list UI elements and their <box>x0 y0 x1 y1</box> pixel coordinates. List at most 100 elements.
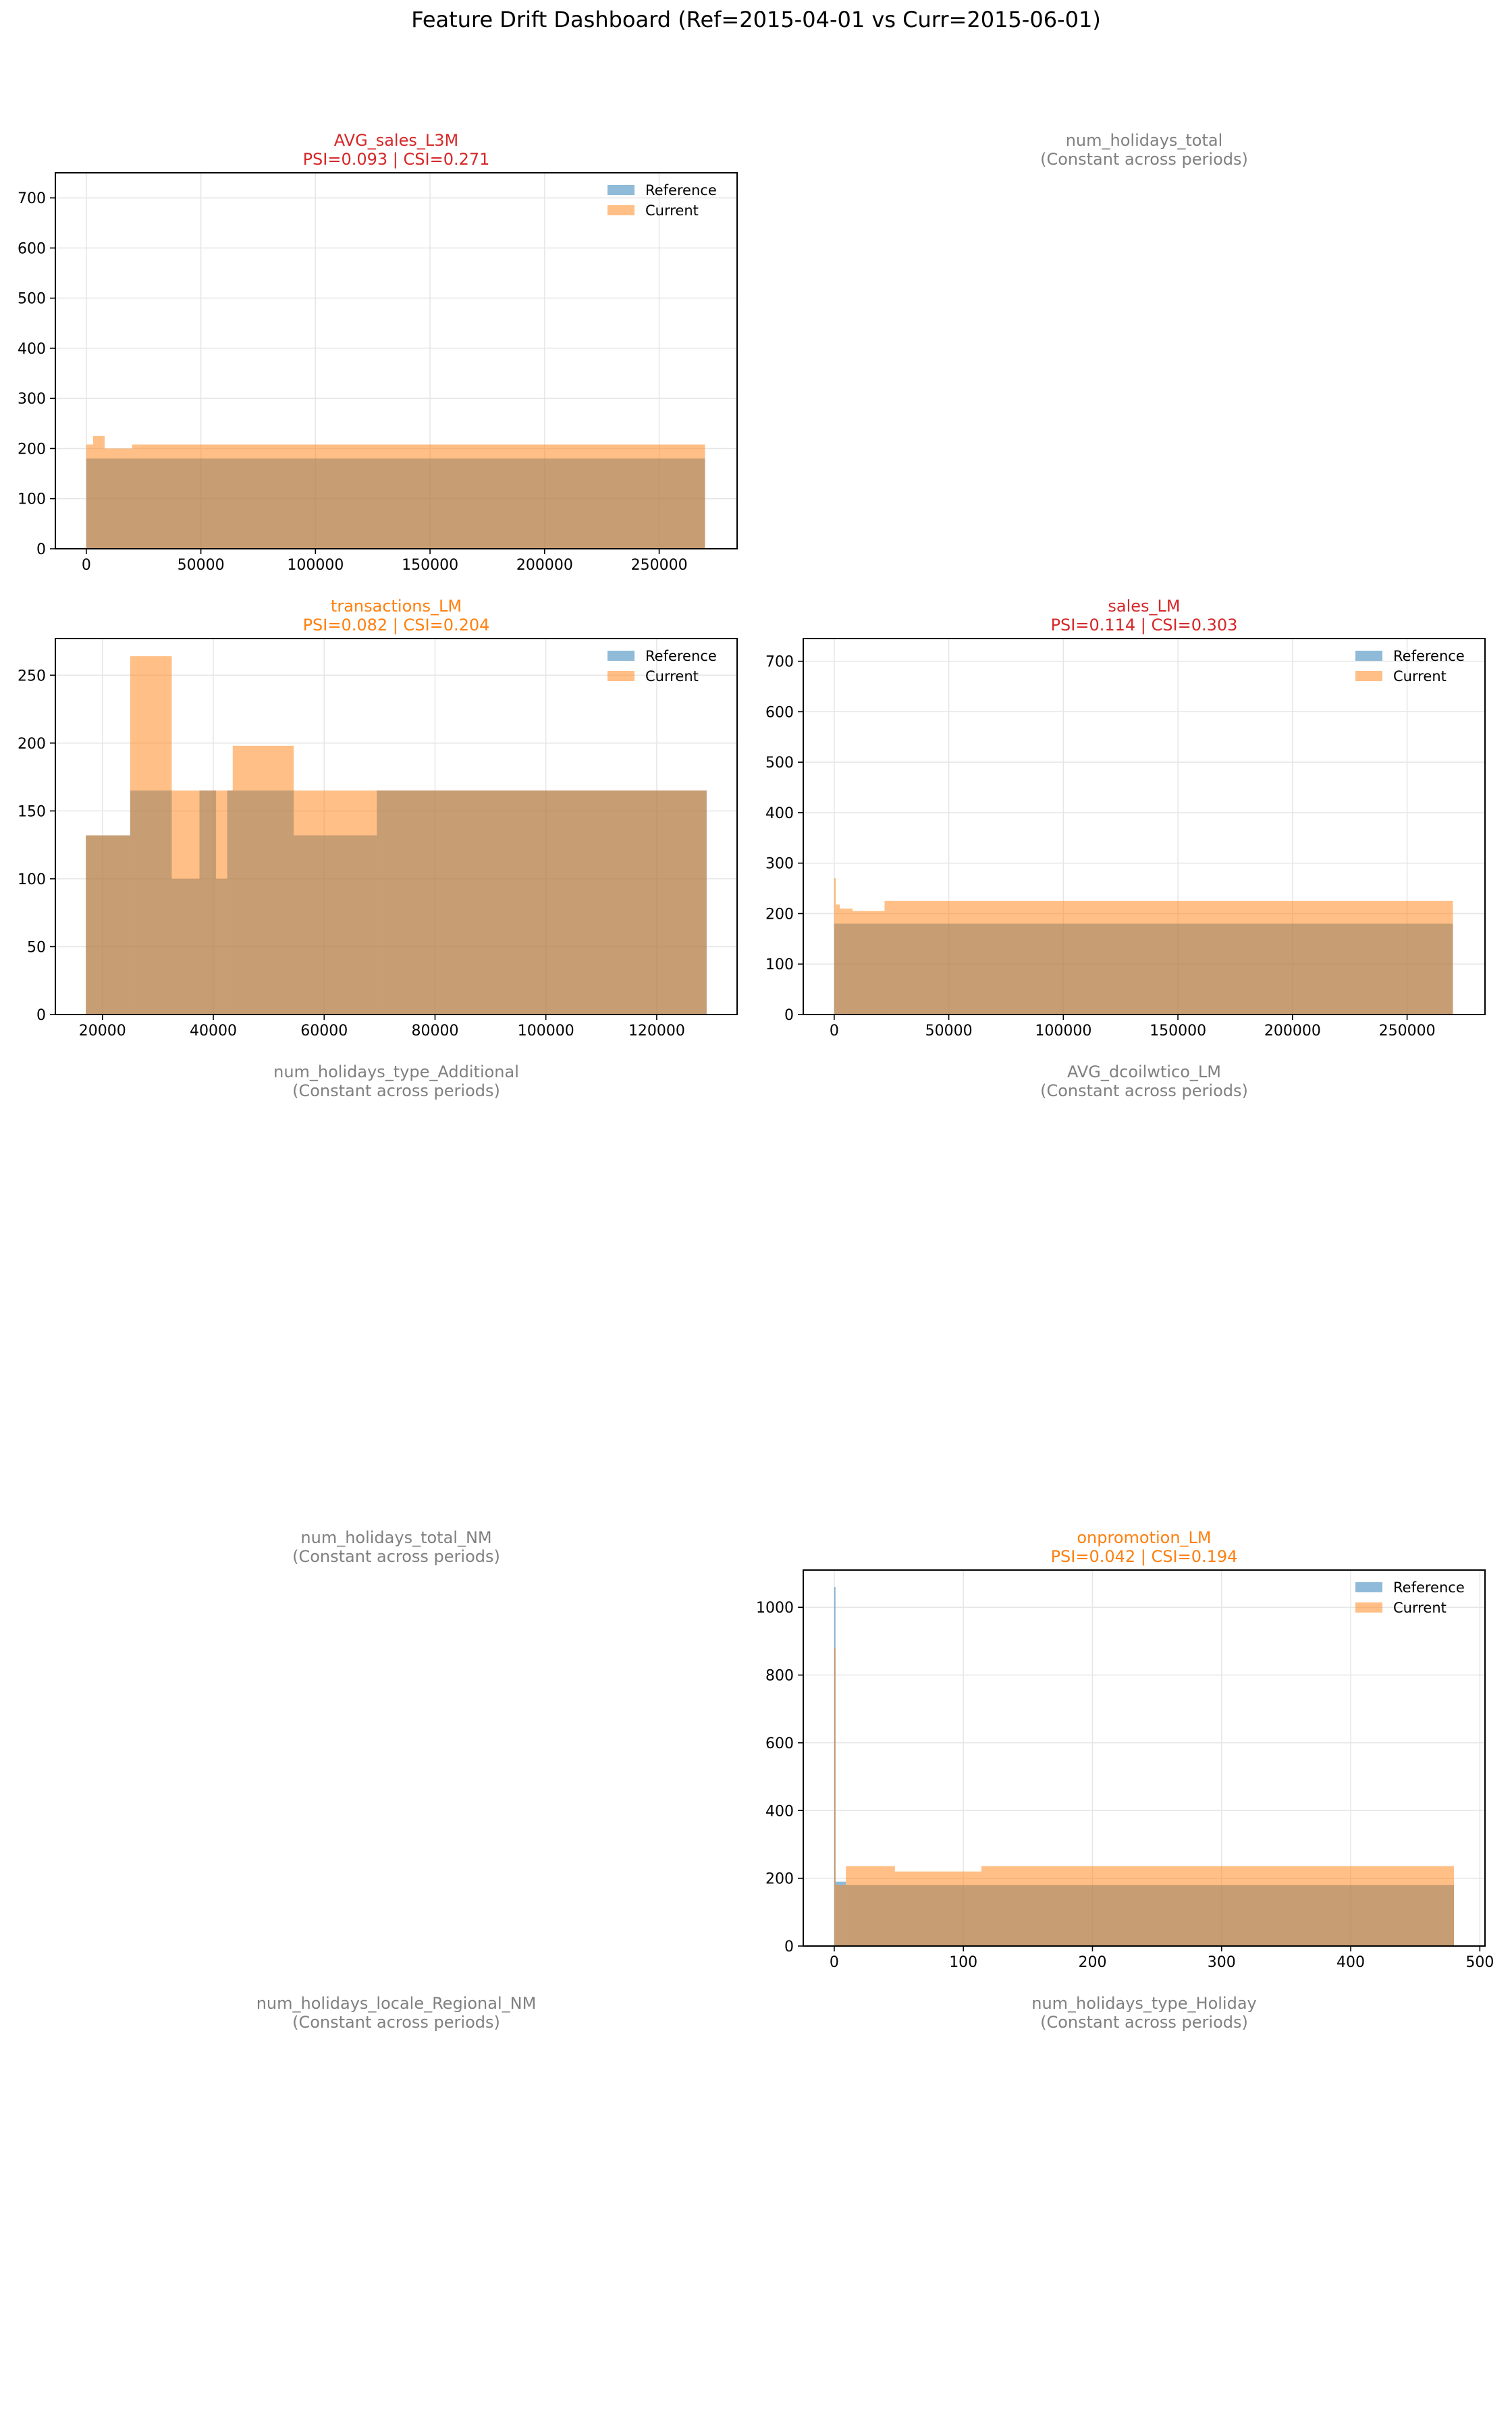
y-tick-label: 1000 <box>756 1600 794 1617</box>
current-bin <box>105 448 132 549</box>
x-tick-label: 0 <box>830 1954 839 1971</box>
current-bin <box>86 445 93 549</box>
y-tick-label: 300 <box>18 391 46 408</box>
panel-title: num_holidays_type_Holiday <box>1031 1994 1257 2013</box>
y-tick-label: 100 <box>18 871 46 888</box>
x-tick-label: 50000 <box>178 557 225 574</box>
y-tick-label: 0 <box>784 1007 794 1024</box>
y-tick-label: 100 <box>765 956 794 973</box>
current-bin <box>834 1648 836 1946</box>
legend-swatch-current <box>1355 671 1382 681</box>
legend-swatch-current <box>608 205 634 215</box>
panel-num_holidays_total_NM: num_holidays_total_NM(Constant across pe… <box>292 1528 500 1566</box>
panel-title: sales_LM <box>1108 597 1180 616</box>
dashboard-title: Feature Drift Dashboard (Ref=2015-04-01 … <box>411 7 1101 32</box>
current-bin <box>840 909 853 1015</box>
legend-label-current: Current <box>1393 1600 1447 1616</box>
panel-title: num_holidays_total <box>1066 131 1223 150</box>
x-tick-label: 50000 <box>925 1023 973 1040</box>
current-bin <box>171 790 232 1015</box>
x-tick-label: 100 <box>949 1954 977 1971</box>
x-tick-label: 20000 <box>79 1023 126 1040</box>
y-tick-label: 400 <box>765 805 794 822</box>
y-tick-label: 500 <box>18 291 46 308</box>
legend-swatch-current <box>1355 1602 1382 1613</box>
x-tick-label: 250000 <box>1379 1023 1436 1040</box>
y-tick-label: 0 <box>36 541 46 558</box>
x-tick-label: 150000 <box>402 557 458 574</box>
y-tick-label: 200 <box>765 906 794 923</box>
x-tick-label: 40000 <box>190 1023 237 1040</box>
panel-num_holidays_type_Holiday: num_holidays_type_Holiday(Constant acros… <box>1031 1994 1257 2032</box>
x-tick-label: 200000 <box>516 557 573 574</box>
panel-title: num_holidays_locale_Regional_NM <box>256 1994 537 2013</box>
panel-title: num_holidays_total_NM <box>300 1528 491 1547</box>
y-tick-label: 800 <box>765 1668 794 1685</box>
panel-subtitle: (Constant across periods) <box>1040 2013 1248 2032</box>
x-tick-label: 100000 <box>287 557 344 574</box>
x-tick-label: 200 <box>1078 1954 1106 1971</box>
panel-subtitle: PSI=0.093 | CSI=0.271 <box>303 150 490 169</box>
panel-title: onpromotion_LM <box>1077 1528 1211 1547</box>
panel-title: AVG_sales_L3M <box>334 131 458 150</box>
y-tick-label: 700 <box>765 654 794 671</box>
y-tick-label: 400 <box>765 1803 794 1820</box>
current-bin <box>834 878 836 1015</box>
x-tick-label: 250000 <box>631 557 688 574</box>
y-tick-label: 600 <box>765 1735 794 1752</box>
current-bin <box>836 905 840 1015</box>
current-bin <box>132 445 705 549</box>
x-tick-label: 120000 <box>628 1023 685 1040</box>
panel-title: AVG_dcoilwtico_LM <box>1067 1062 1221 1081</box>
current-bin <box>836 1885 846 1946</box>
legend-label-reference: Reference <box>645 648 717 664</box>
y-tick-label: 700 <box>18 190 46 207</box>
x-tick-label: 150000 <box>1150 1023 1206 1040</box>
panel-num_holidays_locale_Regional_NM: num_holidays_locale_Regional_NM(Constant… <box>256 1994 537 2032</box>
current-bin <box>885 901 1453 1015</box>
y-tick-label: 500 <box>765 755 794 772</box>
legend-swatch-reference <box>608 651 634 661</box>
y-tick-label: 400 <box>18 341 46 358</box>
panel-subtitle: (Constant across periods) <box>292 1547 500 1566</box>
legend-label-reference: Reference <box>1393 1580 1465 1596</box>
x-tick-label: 60000 <box>300 1023 348 1040</box>
current-bin <box>130 656 172 1015</box>
panel-subtitle: PSI=0.082 | CSI=0.204 <box>303 616 490 634</box>
panel-num_holidays_type_Additional: num_holidays_type_Additional(Constant ac… <box>273 1062 519 1100</box>
legend-label-reference: Reference <box>645 182 717 198</box>
panel-subtitle: PSI=0.114 | CSI=0.303 <box>1051 616 1238 634</box>
current-bin <box>981 1866 1454 1946</box>
y-tick-label: 100 <box>18 491 46 508</box>
panel-subtitle: PSI=0.042 | CSI=0.194 <box>1051 1547 1238 1566</box>
current-bin <box>895 1872 981 1946</box>
current-bin <box>846 1866 895 1946</box>
x-tick-label: 80000 <box>411 1023 458 1040</box>
x-tick-label: 100000 <box>1035 1023 1091 1040</box>
panel-transactions_LM: transactions_LMPSI=0.082 | CSI=0.2042000… <box>18 597 737 1040</box>
current-bin <box>93 436 105 549</box>
current-bin <box>233 746 294 1015</box>
y-tick-label: 200 <box>18 736 46 753</box>
y-tick-label: 600 <box>765 704 794 721</box>
panel-subtitle: (Constant across periods) <box>292 1081 500 1100</box>
current-bin <box>294 790 707 1015</box>
panel-AVG_dcoilwtico_LM: AVG_dcoilwtico_LM(Constant across period… <box>1040 1062 1248 1100</box>
x-tick-label: 400 <box>1336 1954 1365 1971</box>
x-tick-label: 200000 <box>1264 1023 1321 1040</box>
y-tick-label: 200 <box>18 441 46 458</box>
y-tick-label: 600 <box>18 240 46 257</box>
legend-swatch-reference <box>608 185 634 195</box>
x-tick-label: 0 <box>830 1023 839 1040</box>
current-bin <box>853 911 885 1015</box>
x-tick-label: 100000 <box>518 1023 574 1040</box>
y-tick-label: 250 <box>18 668 46 684</box>
y-tick-label: 300 <box>765 856 794 873</box>
legend-swatch-reference <box>1355 1582 1382 1592</box>
current-bin <box>86 836 130 1015</box>
